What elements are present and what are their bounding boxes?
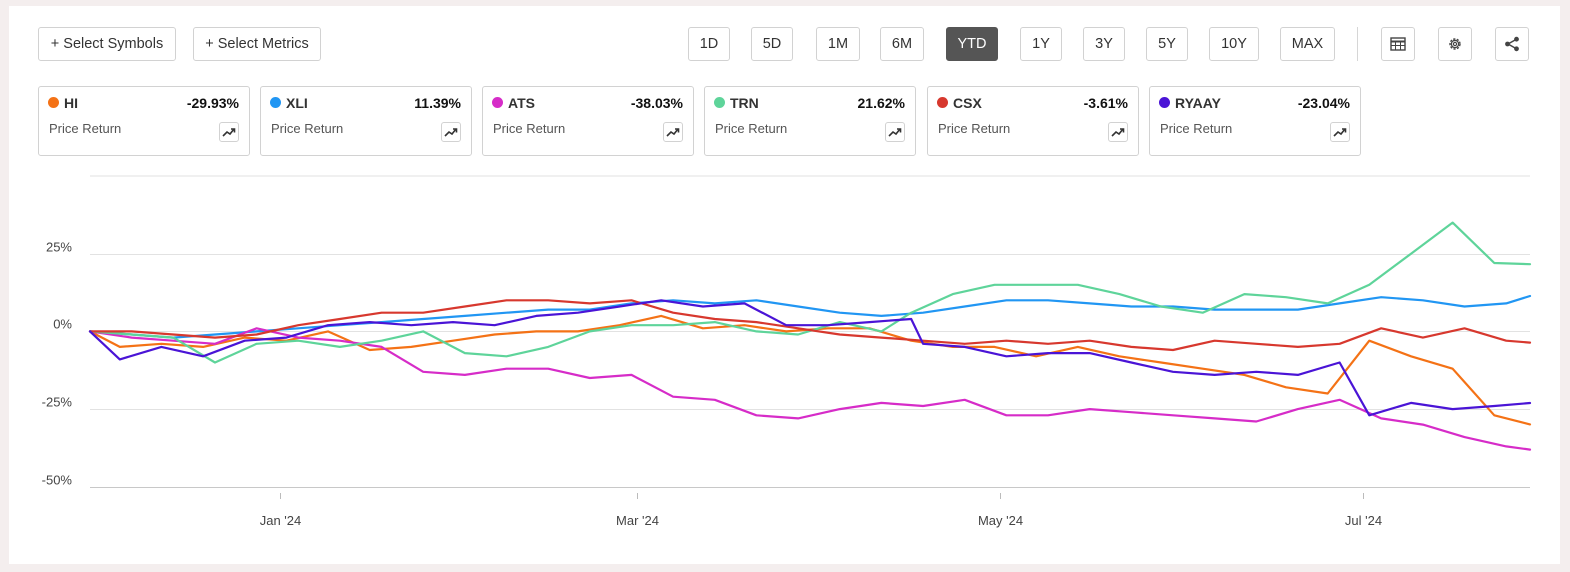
trending-up-icon	[1333, 128, 1347, 137]
series-color-dot	[714, 97, 725, 108]
metric-label: Price Return	[493, 121, 566, 136]
trending-up-icon	[1111, 128, 1125, 137]
trend-chart-button[interactable]	[441, 122, 461, 142]
trending-up-icon	[888, 128, 902, 137]
range-6m-button[interactable]: 6M	[880, 27, 924, 61]
range-max-button[interactable]: MAX	[1280, 27, 1335, 61]
range-ytd-button[interactable]: YTD	[946, 27, 998, 61]
trend-chart-button[interactable]	[885, 122, 905, 142]
legend-card-ryaay[interactable]: RYAAY -23.04% Price Return	[1149, 86, 1361, 156]
trend-chart-button[interactable]	[1108, 122, 1128, 142]
y-tick-label: -25%	[42, 395, 73, 410]
settings-button[interactable]	[1438, 27, 1472, 61]
metric-label: Price Return	[49, 121, 122, 136]
series-line-ryaay	[88, 299, 1532, 417]
range-10y-button[interactable]: 10Y	[1209, 27, 1259, 61]
x-tick-label: May '24	[978, 513, 1023, 528]
legend-card-ats[interactable]: ATS -38.03% Price Return	[482, 86, 694, 156]
symbol-label: RYAAY	[1175, 95, 1221, 111]
share-icon	[1505, 36, 1519, 52]
range-1y-button[interactable]: 1Y	[1020, 27, 1062, 61]
x-tick-label: Mar '24	[616, 513, 659, 528]
return-value: -29.93%	[186, 95, 239, 111]
settings-gear-icon	[1449, 38, 1461, 50]
share-button[interactable]	[1495, 27, 1529, 61]
series-line-ats	[88, 327, 1532, 451]
select-symbols-button[interactable]: + Select Symbols	[38, 27, 176, 61]
x-tick-label: Jul '24	[1345, 513, 1382, 528]
series-color-dot	[492, 97, 503, 108]
legend-card-trn[interactable]: TRN 21.62% Price Return	[704, 86, 916, 156]
symbol-label: CSX	[953, 95, 982, 111]
series-color-dot	[1159, 97, 1170, 108]
trend-chart-button[interactable]	[219, 122, 239, 142]
legend-card-hi[interactable]: HI -29.93% Price Return	[38, 86, 250, 156]
return-value: -3.61%	[1083, 95, 1128, 111]
trending-up-icon	[666, 128, 680, 137]
series-color-dot	[937, 97, 948, 108]
trend-chart-button[interactable]	[663, 122, 683, 142]
return-value: 11.39%	[414, 95, 461, 111]
range-1m-button[interactable]: 1M	[816, 27, 860, 61]
range-1d-button[interactable]: 1D	[688, 27, 730, 61]
return-value: -23.04%	[1297, 95, 1350, 111]
table-view-button[interactable]	[1381, 27, 1415, 61]
y-tick-label: -50%	[42, 473, 73, 488]
select-metrics-button[interactable]: + Select Metrics	[193, 27, 321, 61]
metric-label: Price Return	[715, 121, 788, 136]
trending-up-icon	[222, 128, 236, 137]
return-value: -38.03%	[630, 95, 683, 111]
symbol-label: TRN	[730, 95, 759, 111]
symbol-label: HI	[64, 95, 78, 111]
legend-card-csx[interactable]: CSX -3.61% Price Return	[927, 86, 1139, 156]
trend-chart-button[interactable]	[1330, 122, 1350, 142]
table-icon	[1390, 37, 1406, 51]
toolbar-divider	[1357, 27, 1358, 61]
metric-label: Price Return	[938, 121, 1011, 136]
return-value: 21.62%	[857, 95, 905, 111]
range-3y-button[interactable]: 3Y	[1083, 27, 1125, 61]
series-line-trn	[88, 221, 1532, 364]
metric-label: Price Return	[1160, 121, 1233, 136]
range-5d-button[interactable]: 5D	[751, 27, 793, 61]
series-color-dot	[48, 97, 59, 108]
trending-up-icon	[444, 128, 458, 137]
y-tick-label: 25%	[46, 240, 72, 255]
series-color-dot	[270, 97, 281, 108]
x-tick-label: Jan '24	[260, 513, 302, 528]
series-line-csx	[88, 299, 1532, 352]
y-tick-label: 0%	[53, 317, 72, 332]
metric-label: Price Return	[271, 121, 344, 136]
symbol-label: ATS	[508, 95, 535, 111]
range-5y-button[interactable]: 5Y	[1146, 27, 1188, 61]
symbol-label: XLI	[286, 95, 308, 111]
legend-card-xli[interactable]: XLI 11.39% Price Return	[260, 86, 472, 156]
